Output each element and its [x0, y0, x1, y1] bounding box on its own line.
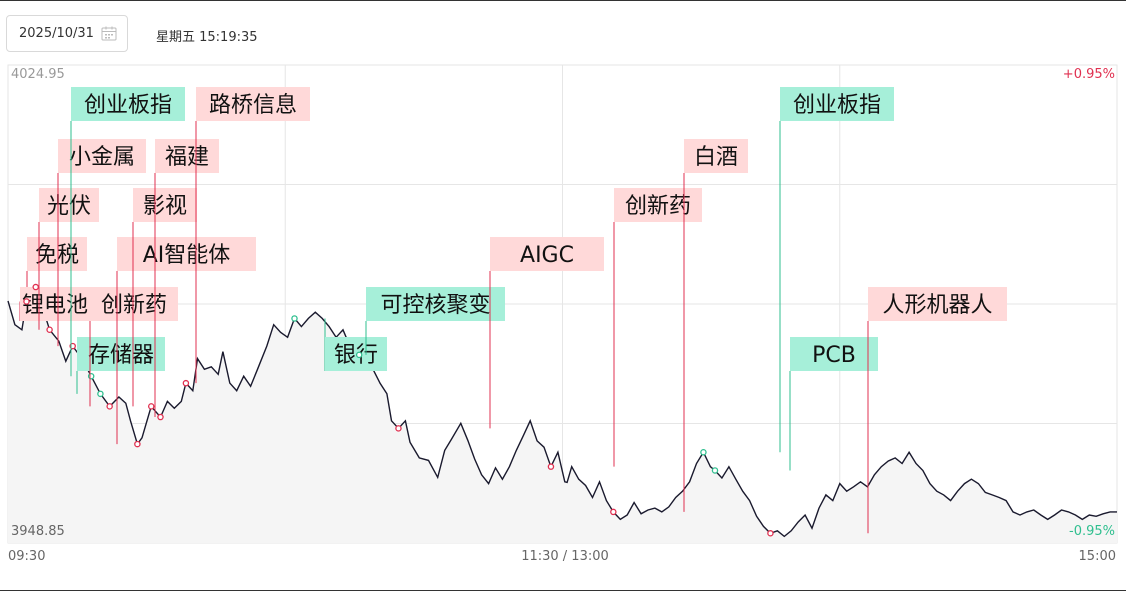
annotation-label: 创业板指	[793, 93, 881, 118]
annotation-marker	[355, 351, 363, 359]
annotation-marker	[547, 463, 555, 470]
annotation-marker	[97, 390, 104, 398]
price-area	[8, 287, 1117, 543]
annotation-label: AI智能体	[143, 243, 231, 268]
annotation-box	[490, 237, 604, 271]
annotation-9: 福建	[154, 139, 219, 421]
annotation-label: PCB	[812, 343, 856, 368]
pct-top-label: +0.95%	[1063, 67, 1115, 82]
annotation-label: 路桥信息	[209, 93, 297, 118]
annotation-2: 光伏	[38, 188, 99, 334]
annotation-box	[155, 139, 219, 173]
date-picker[interactable]: 2025/10/31	[6, 15, 128, 52]
annotation-16: 创业板指	[700, 87, 894, 456]
bottom-border	[0, 590, 1126, 591]
annotation-box	[71, 87, 185, 121]
annotation-box	[684, 139, 748, 173]
annotation-box	[868, 287, 1007, 321]
annotation-box	[133, 188, 197, 222]
annotation-0: 锂电池	[19, 287, 90, 321]
annotation-label: 小金属	[69, 145, 135, 170]
annotation-marker	[147, 403, 155, 410]
annotation-marker	[106, 403, 113, 410]
annotation-4: 创业板指	[70, 87, 185, 380]
annotation-marker	[157, 413, 164, 421]
annotation-label: AIGC	[520, 243, 574, 268]
annotation-marker	[291, 315, 298, 322]
annotation-7: AI智能体	[116, 237, 256, 448]
annotation-marker	[610, 508, 617, 516]
annotation-label: 影视	[143, 194, 187, 219]
axis-labels: 4024.95 3948.85 +0.95% -0.95% 09:30 11:3…	[8, 67, 1116, 564]
annotation-label: 人形机器人	[882, 293, 992, 318]
annotation-marker	[182, 379, 190, 387]
timestamp: 星期五 15:19:35	[156, 30, 258, 45]
annotation-box	[77, 337, 165, 371]
annotation-box	[366, 287, 505, 321]
price-line	[7, 285, 1117, 538]
annotation-18: 人形机器人	[767, 287, 1007, 537]
annotation-label: 存储器	[88, 343, 154, 368]
annotation-marker	[767, 530, 774, 537]
annotation-marker	[134, 440, 141, 448]
x-tick-label-1: 11:30 / 13:00	[521, 549, 609, 564]
annotation-label: 福建	[165, 145, 209, 170]
annotation-label: 创新药	[101, 293, 167, 318]
annotation-14: 创新药	[547, 188, 702, 470]
annotation-marker	[46, 326, 53, 334]
annotation-12: 可控核聚变	[355, 287, 505, 359]
annotation-13: AIGC	[395, 237, 604, 432]
annotation-label: 创新药	[625, 194, 691, 219]
annotation-15: 白酒	[610, 139, 748, 516]
annotation-1: 免税	[26, 237, 87, 291]
annotation-box	[325, 337, 387, 371]
annotation-label: 锂电池	[22, 293, 88, 318]
y-bottom-label: 3948.85	[11, 524, 65, 539]
annotation-marker	[395, 425, 402, 432]
y-top-label: 4024.95	[11, 67, 65, 82]
annotation-box	[20, 287, 90, 321]
annotation-box	[196, 87, 310, 121]
top-border	[0, 0, 1126, 1]
annotation-3: 小金属	[57, 139, 146, 350]
annotation-6: 创新药	[89, 287, 178, 410]
annotation-marker	[711, 467, 719, 474]
annotation-box	[614, 188, 702, 222]
annotation-label: 免税	[35, 243, 79, 268]
x-tick-label-0: 09:30	[8, 549, 45, 564]
annotation-marker	[23, 298, 30, 305]
annotation-box	[117, 237, 256, 271]
annotation-17: PCB	[711, 337, 878, 474]
annotation-marker	[32, 283, 39, 291]
annotation-label: 白酒	[694, 145, 738, 170]
annotation-box	[780, 87, 894, 121]
annotation-box	[27, 237, 87, 271]
annotation-box	[58, 139, 146, 173]
annotation-5: 存储器	[76, 337, 165, 398]
annotation-10: 路桥信息	[182, 87, 310, 387]
annotation-label: 创业板指	[84, 93, 172, 118]
annotation-marker	[87, 372, 95, 380]
pct-bottom-label: -0.95%	[1069, 524, 1115, 539]
annotation-marker	[700, 448, 707, 456]
date-value[interactable]: 2025/10/31	[19, 26, 94, 41]
x-tick-label-2: 15:00	[1079, 549, 1116, 564]
annotation-label: 光伏	[47, 194, 91, 219]
annotations: 锂电池免税光伏小金属创业板指存储器创新药AI智能体影视福建路桥信息银行可控核聚变…	[19, 87, 1007, 537]
annotation-label: 可控核聚变	[380, 293, 490, 318]
annotation-box	[790, 337, 878, 371]
annotation-box	[39, 188, 99, 222]
annotation-8: 影视	[132, 188, 197, 410]
annotation-box	[90, 287, 178, 321]
calendar-icon[interactable]	[101, 26, 117, 41]
